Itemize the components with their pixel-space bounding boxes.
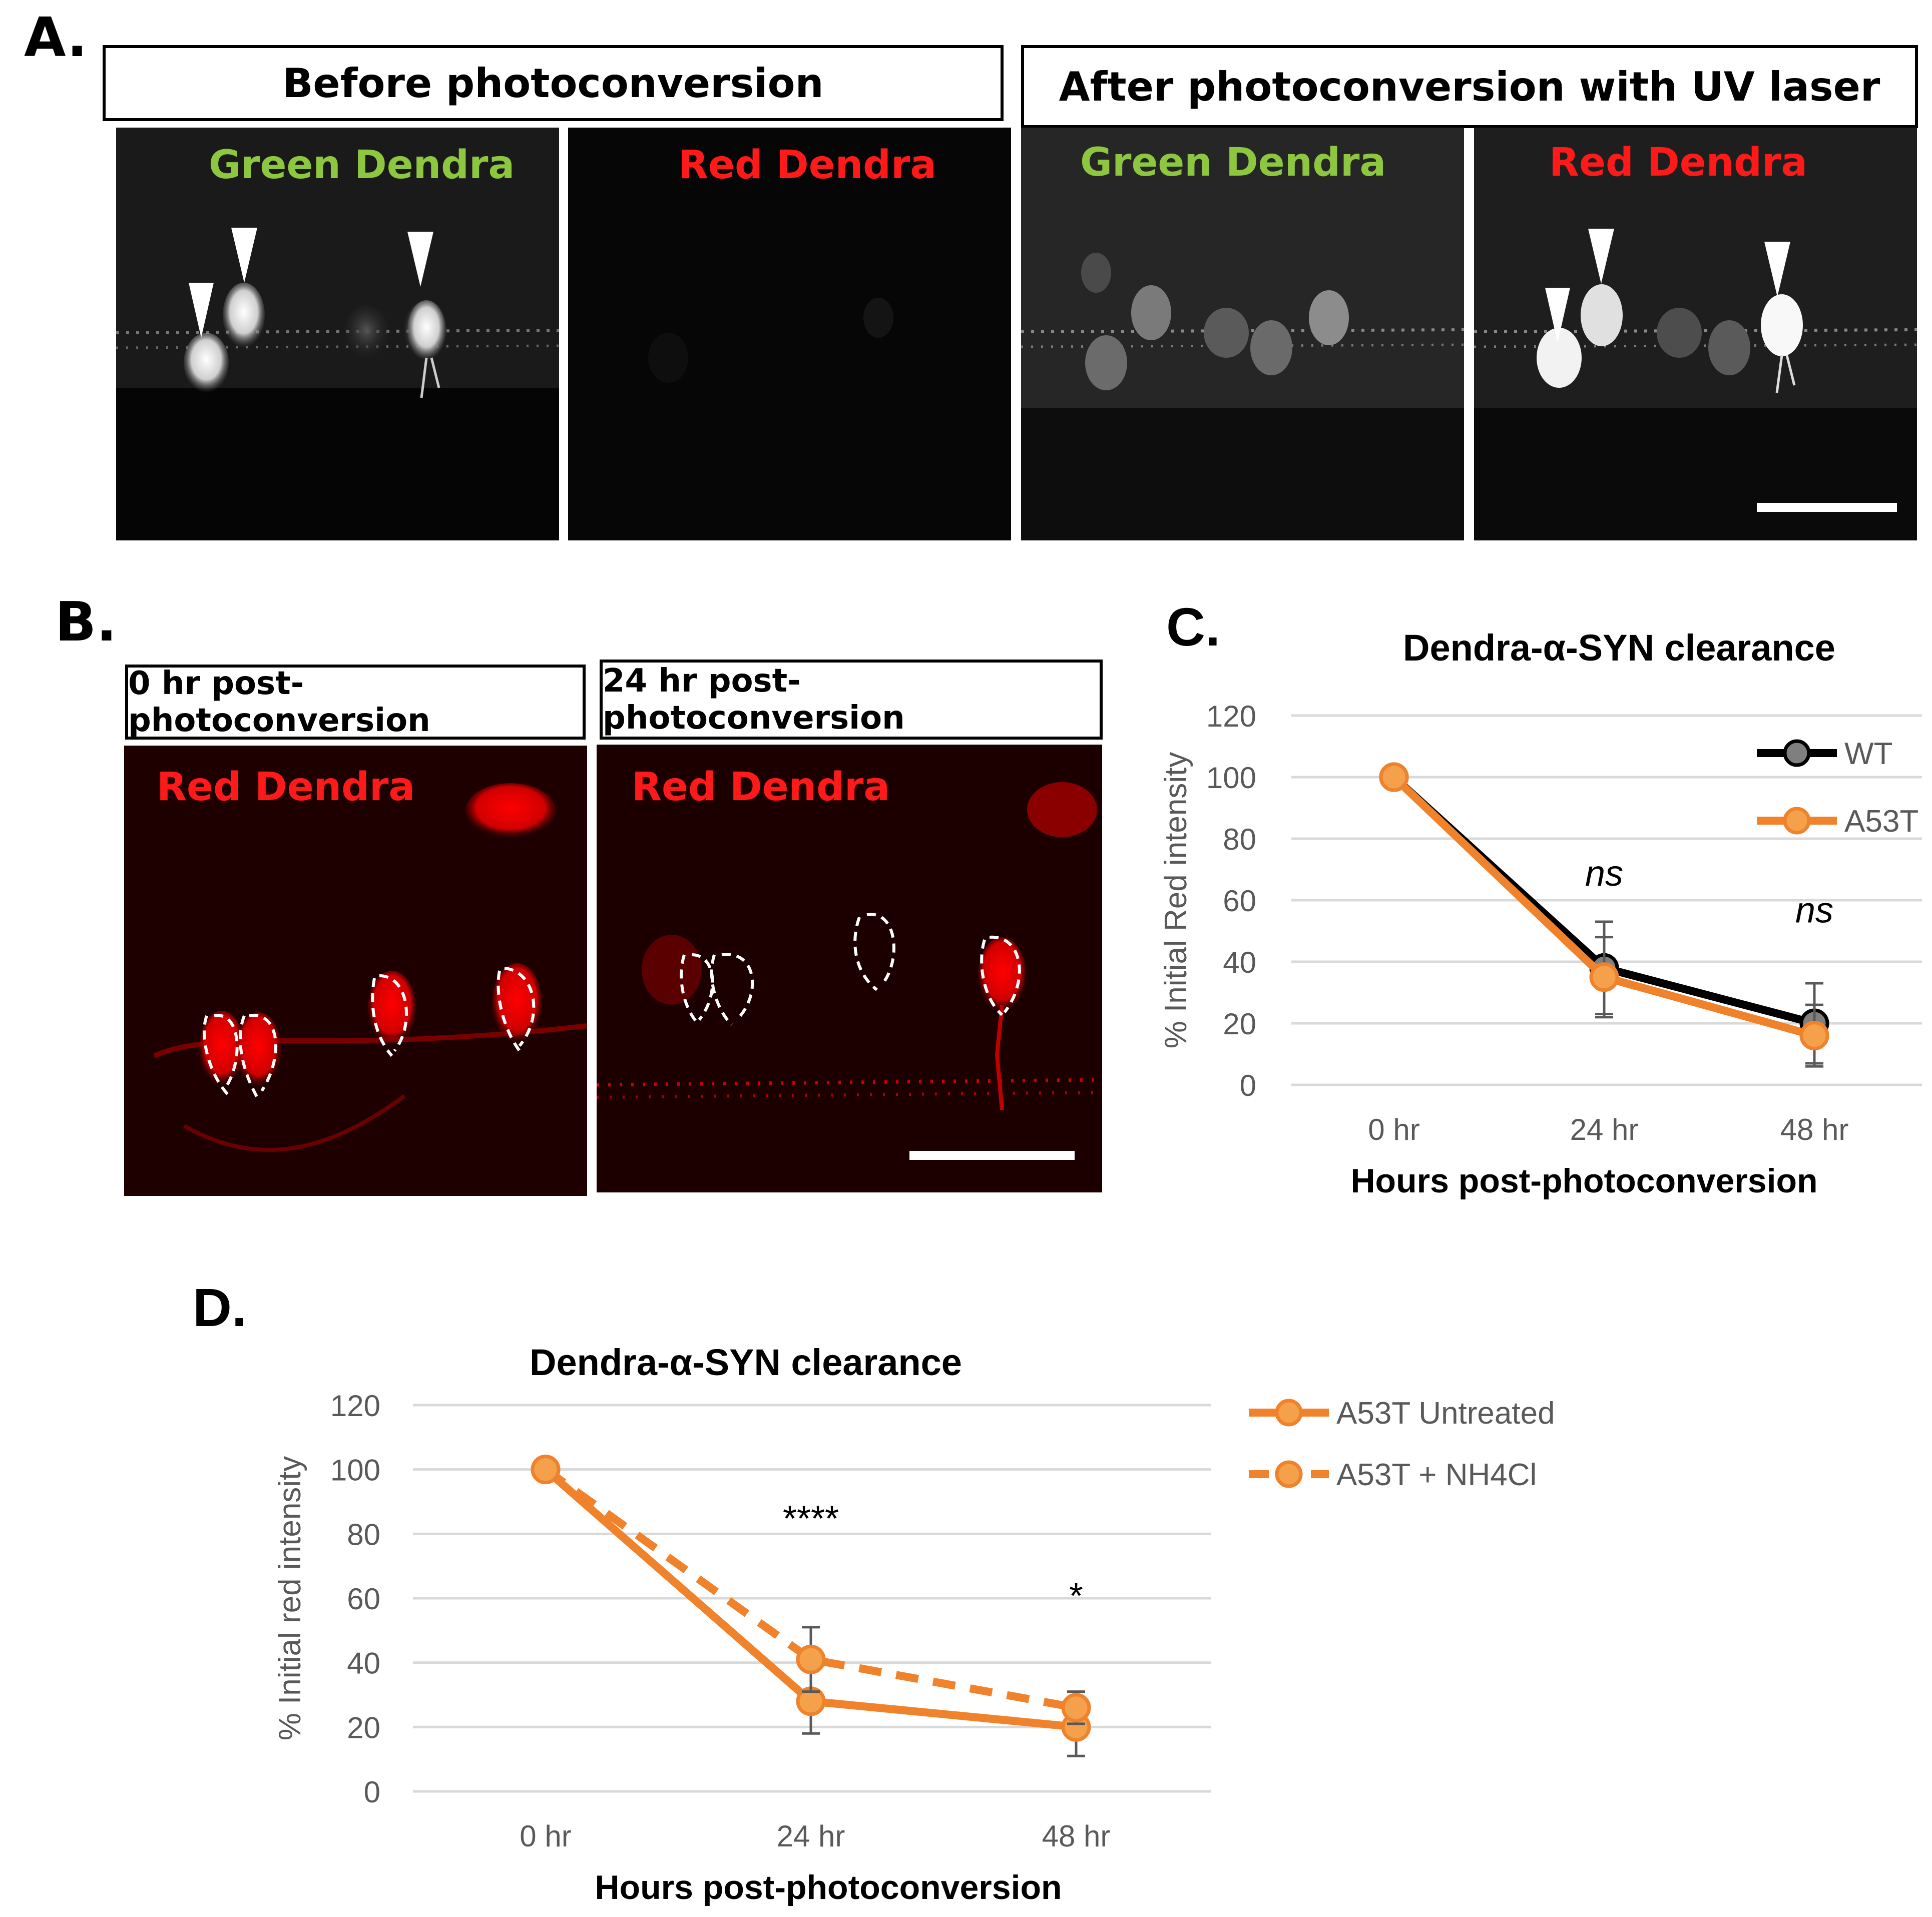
header-0hr: 0 hr post-photoconversion <box>125 665 586 740</box>
data-point <box>1799 1008 1829 1038</box>
y-tick-label: 40 <box>347 1647 380 1680</box>
chart-title: Dendra-α-SYN clearance <box>1403 627 1835 669</box>
y-axis-label: % Initial Red intensity <box>1159 752 1193 1049</box>
micrograph-label: Green Dendra <box>1080 140 1386 185</box>
header-24hr-label: 24 hr post-photoconversion <box>603 663 905 737</box>
legend-marker <box>1783 807 1811 835</box>
y-tick-label: 120 <box>330 1389 380 1423</box>
y-tick-label: 80 <box>1223 823 1256 856</box>
y-tick-label: 20 <box>1223 1007 1256 1041</box>
scale-bar <box>909 1151 1075 1160</box>
y-tick-label: 60 <box>1223 884 1256 918</box>
data-point <box>1799 1021 1829 1051</box>
micrograph-a-red-before-image <box>648 298 893 383</box>
micrograph-a-green-before-image <box>116 128 559 540</box>
y-axis-label: % Initial red intensity <box>273 1456 307 1741</box>
arrowhead-icon <box>1764 242 1790 297</box>
series-line <box>543 1466 1077 1712</box>
y-tick-label: 100 <box>330 1454 380 1487</box>
panel-b-letter: B. <box>55 591 117 654</box>
legend-label: A53T Untreated <box>1336 1396 1555 1431</box>
data-point <box>796 1644 826 1674</box>
x-tick-label: 0 hr <box>1368 1113 1419 1146</box>
legend-label: A53T + NH4Cl <box>1336 1458 1537 1492</box>
x-tick-label: 48 hr <box>1042 1819 1111 1853</box>
y-tick-label: 60 <box>347 1582 380 1616</box>
x-tick-label: 24 hr <box>777 1819 845 1853</box>
y-tick-label: 20 <box>347 1711 380 1744</box>
x-tick-label: 24 hr <box>1570 1113 1639 1146</box>
micrograph-a-green-after-image <box>1021 128 1464 540</box>
arrowhead-icon <box>189 283 214 338</box>
panel-a-letter: A. <box>24 7 88 69</box>
x-tick-label: 0 hr <box>520 1819 571 1853</box>
data-point <box>1379 762 1409 792</box>
significance-annotation: **** <box>783 1499 839 1539</box>
y-tick-label: 80 <box>347 1518 380 1551</box>
legend-marker <box>1275 1399 1303 1427</box>
y-tick-label: 0 <box>1240 1069 1256 1102</box>
series-line <box>1391 774 1816 1027</box>
scale-bar <box>1757 503 1897 512</box>
micrograph-label: Red Dendra <box>678 143 937 188</box>
micrograph-a-red-after-image <box>1474 128 1917 540</box>
panel-letter: C. <box>1166 596 1220 657</box>
x-tick-label: 48 hr <box>1780 1113 1849 1146</box>
legend-marker <box>1275 1460 1303 1488</box>
micrograph-b-24hr-image <box>597 745 1102 1192</box>
significance-annotation: * <box>1069 1576 1083 1616</box>
micrograph-a-green-after: Green Dendra <box>1021 128 1464 540</box>
panel-letter: D. <box>193 1277 247 1338</box>
micrograph-label: Red Dendra <box>632 765 890 810</box>
series-line <box>543 1466 1077 1731</box>
arrowhead-icon <box>1588 229 1614 284</box>
legend-marker <box>1783 739 1811 767</box>
header-24hr: 24 hr post-photoconversion <box>600 660 1103 740</box>
data-point <box>1379 762 1409 792</box>
data-point <box>1061 1693 1091 1723</box>
x-axis-label: Hours post-photoconversion <box>1350 1162 1817 1200</box>
x-axis-label: Hours post-photoconversion <box>595 1868 1062 1906</box>
data-point <box>796 1686 826 1716</box>
significance-annotation: ns <box>1585 854 1623 894</box>
data-point <box>531 1455 561 1485</box>
significance-annotation: ns <box>1795 891 1833 931</box>
data-point <box>1589 953 1619 983</box>
y-tick-label: 120 <box>1206 700 1256 733</box>
micrograph-b-0hr: Red Dendra <box>124 746 587 1196</box>
micrograph-b-0hr-image <box>124 746 587 1196</box>
header-before-photoconversion: Before photoconversion <box>103 45 1004 121</box>
header-0hr-label: 0 hr post-photoconversion <box>128 665 430 739</box>
data-point <box>1061 1712 1091 1742</box>
legend-label: WT <box>1844 737 1892 771</box>
micrograph-b-24hr: Red Dendra <box>597 745 1102 1192</box>
header-before-label: Before photoconversion <box>282 60 824 107</box>
series-line <box>1391 774 1816 1040</box>
data-point <box>1589 962 1619 992</box>
arrowhead-icon <box>407 232 433 287</box>
header-after-photoconversion: After photoconversion with UV laser <box>1021 45 1918 128</box>
micrograph-a-red-before: Red Dendra <box>568 128 1011 540</box>
micrograph-label: Red Dendra <box>157 765 415 810</box>
y-tick-label: 0 <box>364 1775 380 1809</box>
chart-title: Dendra-α-SYN clearance <box>530 1342 962 1383</box>
micrograph-a-red-after: Red Dendra <box>1474 128 1917 540</box>
micrograph-label: Red Dendra <box>1549 140 1808 185</box>
legend-label: A53T <box>1844 804 1918 839</box>
arrowhead-icon <box>231 228 257 283</box>
y-tick-label: 100 <box>1206 761 1256 795</box>
micrograph-a-green-before: Green Dendra <box>116 128 559 540</box>
arrowhead-icon <box>1545 288 1570 343</box>
header-after-label: After photoconversion with UV laser <box>1059 63 1880 110</box>
micrograph-label: Green Dendra <box>209 143 515 188</box>
y-tick-label: 40 <box>1223 946 1256 979</box>
data-point <box>531 1455 561 1485</box>
